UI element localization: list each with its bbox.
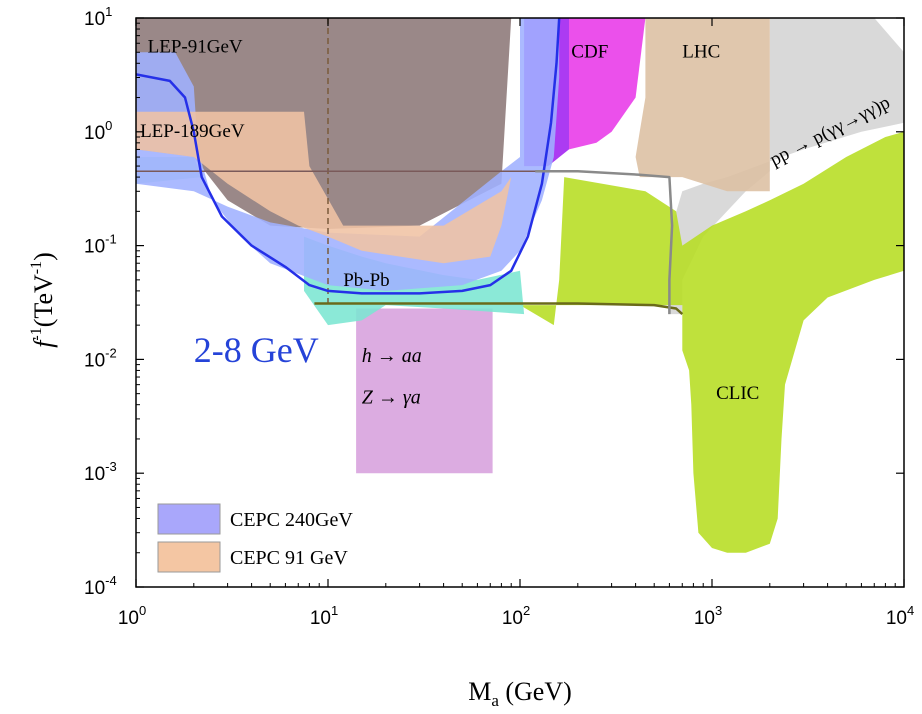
x-tick-label: 101	[310, 603, 338, 629]
exclusion-regions	[136, 18, 904, 553]
process-label: h → aa	[362, 345, 422, 367]
region-label: LHC	[682, 41, 720, 62]
mass-range-callout: 2-8 GeV	[194, 330, 319, 370]
region-hz	[356, 308, 493, 474]
y-tick-label: 10-3	[84, 459, 117, 485]
region-label: CDF	[571, 41, 608, 62]
region-cepc-91	[136, 111, 512, 264]
x-tick-label: 100	[118, 603, 146, 629]
cepc-240-boundary-curve	[136, 18, 561, 295]
legend-swatch	[157, 541, 221, 573]
lhc-pp-boundary-curve	[535, 170, 674, 315]
region-clic	[520, 131, 904, 553]
process-label: Z → γa	[362, 386, 421, 408]
y-tick-label: 10-1	[84, 232, 117, 258]
y-tick-label: 10-4	[84, 573, 117, 599]
reference-lines	[136, 18, 565, 304]
legend-swatch	[157, 503, 221, 535]
region-lhc-pp	[668, 18, 904, 315]
region-label: CLIC	[716, 383, 759, 404]
y-axis-label: f-1(TeV-1)	[28, 252, 58, 348]
y-tick-label: 10-2	[84, 345, 117, 371]
axis-ticks: 100 101 102 103 104 10-4 10-3 10-2 10-1 100 101	[84, 4, 914, 629]
region-label: LEP-189GeV	[140, 121, 245, 142]
y-tick-label: 101	[84, 4, 112, 30]
y-tick-label: 100	[84, 118, 112, 144]
x-tick-label: 102	[502, 603, 530, 629]
legend-label: CEPC 240GeV	[230, 509, 353, 531]
legend-label: CEPC 91 GeV	[230, 547, 348, 569]
clic-boundary-curve	[314, 302, 684, 316]
region-label: LEP-91GeV	[148, 36, 243, 57]
x-tick-label: 104	[886, 603, 914, 629]
region-label: Pb-Pb	[343, 270, 389, 291]
region-lhc	[635, 18, 770, 192]
x-tick-label: 103	[694, 603, 722, 629]
legend: CEPC 240GeV CEPC 91 GeV	[157, 503, 353, 573]
region-cdf-magenta	[569, 18, 646, 150]
x-axis-label: Ma (GeV)	[468, 677, 572, 710]
boundary-curves	[136, 18, 684, 316]
